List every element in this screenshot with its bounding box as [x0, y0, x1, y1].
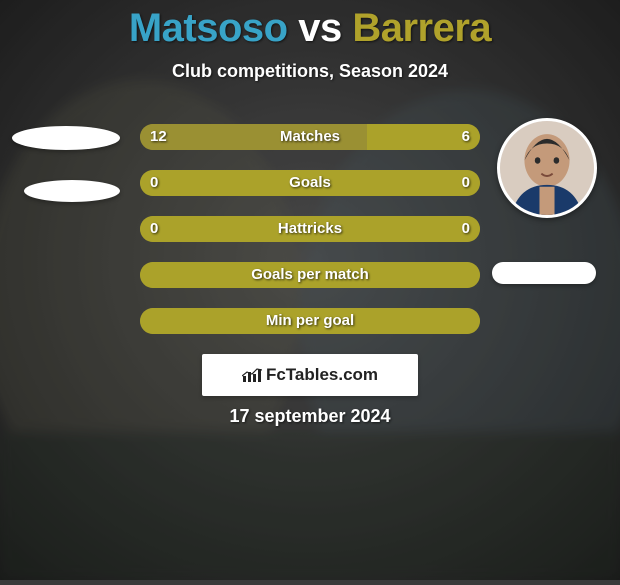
- player1-avatar-placeholder-1: [12, 126, 120, 150]
- stat-label: Min per goal: [140, 308, 480, 334]
- stat-row-matches: 126Matches: [140, 124, 480, 150]
- player2-avatar-column: [492, 118, 602, 218]
- stat-label: Goals per match: [140, 262, 480, 288]
- stat-label: Hattricks: [140, 216, 480, 242]
- logo-text: FcTables.com: [266, 365, 378, 385]
- content-root: Matsoso vs Barrera Club competitions, Se…: [0, 0, 620, 82]
- player2-avatar-photo: [500, 121, 594, 215]
- stats-bars: 126Matches 00Goals 00Hattricks Goals per ma…: [140, 124, 480, 354]
- page-title: Matsoso vs Barrera: [0, 0, 620, 51]
- player1-avatar-placeholder-2: [24, 180, 120, 202]
- title-player1: Matsoso: [129, 6, 288, 50]
- bar-chart-icon: [242, 367, 262, 383]
- stat-label: Matches: [140, 124, 480, 150]
- fctables-logo-box: FcTables.com: [202, 354, 418, 396]
- subtitle: Club competitions, Season 2024: [0, 61, 620, 82]
- stat-row-min-per-goal: Min per goal: [140, 308, 480, 334]
- player2-avatar: [497, 118, 597, 218]
- stat-row-goals-per-match: Goals per match: [140, 262, 480, 288]
- title-player2: Barrera: [352, 6, 491, 50]
- title-vs: vs: [298, 6, 342, 50]
- stat-label: Goals: [140, 170, 480, 196]
- date-text: 17 september 2024: [0, 406, 620, 427]
- stat-row-hattricks: 00Hattricks: [140, 216, 480, 242]
- player2-name-pill: [492, 262, 596, 284]
- stat-row-goals: 00Goals: [140, 170, 480, 196]
